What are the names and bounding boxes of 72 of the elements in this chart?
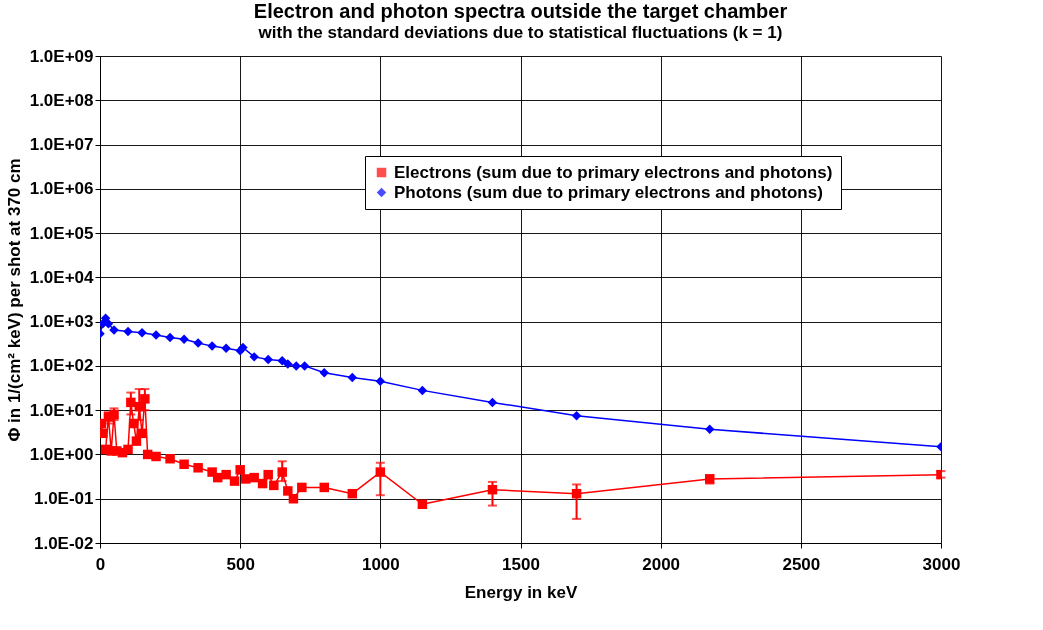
- x-tick-label: 2000: [642, 554, 681, 574]
- x-axis-title: Energy in keV: [464, 582, 578, 602]
- y-tick-label: 1.0E-01: [33, 489, 94, 509]
- point: [165, 454, 175, 464]
- point: [487, 397, 498, 408]
- point: [238, 342, 248, 353]
- point: [299, 361, 310, 371]
- chart-title: Electron and photon spectra outside the target chamber: [253, 0, 788, 22]
- point: [137, 428, 147, 439]
- point: [319, 368, 330, 378]
- y-tick-label: 1.0E+00: [29, 444, 94, 464]
- point: [123, 326, 133, 337]
- point: [417, 385, 428, 396]
- point: [347, 372, 358, 383]
- y-axis-title: Φ in 1/(cm² keV) per shot at 370 cm: [4, 158, 24, 442]
- point: [571, 410, 582, 421]
- point: [221, 343, 231, 354]
- y-tick-label: 1.0E+04: [29, 267, 95, 287]
- point: [291, 361, 301, 371]
- point: [283, 359, 293, 369]
- x-tick-label: 0: [95, 554, 106, 574]
- point: [126, 397, 136, 408]
- point: [140, 394, 150, 404]
- point: [347, 488, 358, 499]
- legend-label: Photons (sum due to primary electrons and photons): [394, 182, 823, 202]
- point: [263, 354, 273, 365]
- point: [249, 472, 259, 483]
- point: [100, 428, 108, 439]
- x-tick-label: 1000: [361, 554, 400, 574]
- y-tick-label: 1.0E+08: [29, 90, 94, 110]
- point: [417, 499, 428, 509]
- point: [288, 493, 299, 504]
- point: [375, 376, 386, 387]
- point: [269, 480, 279, 491]
- point: [193, 463, 203, 473]
- point: [487, 484, 498, 495]
- point: [235, 465, 245, 475]
- y-tick-label: 1.0E+07: [29, 135, 94, 155]
- y-tick-label: 1.0E+03: [29, 312, 94, 332]
- legend-label: Electrons (sum due to primary electrons and photons): [394, 162, 833, 182]
- point: [571, 488, 582, 499]
- point: [277, 467, 287, 477]
- chart-subtitle: with the standard deviations due to statistical fluctuations (k = 1): [257, 23, 783, 42]
- y-tick-label: 1.0E-02: [33, 533, 94, 553]
- point: [221, 469, 231, 480]
- point: [179, 334, 189, 344]
- y-tick-label: 1.0E+05: [29, 223, 94, 243]
- point: [151, 451, 161, 462]
- y-tick-label: 1.0E+09: [29, 46, 94, 66]
- point: [229, 476, 240, 486]
- x-tick-label: 3000: [922, 554, 961, 574]
- point: [297, 482, 307, 493]
- x-tick-label: 1500: [502, 554, 540, 574]
- point: [263, 469, 273, 480]
- point: [137, 328, 147, 338]
- y-tick-label: 1.0E+06: [29, 179, 94, 199]
- point: [704, 424, 715, 435]
- point: [165, 332, 175, 343]
- y-tick-label: 1.0E+02: [29, 356, 94, 376]
- point: [257, 478, 268, 489]
- x-tick-label: 500: [226, 554, 255, 574]
- point: [375, 467, 386, 477]
- point: [128, 418, 139, 429]
- point: [283, 486, 293, 496]
- point: [249, 352, 259, 362]
- point: [319, 482, 330, 493]
- point: [131, 436, 142, 446]
- x-tick-label: 2500: [782, 554, 821, 574]
- point: [179, 459, 189, 470]
- point: [277, 356, 287, 366]
- y-tick-label: 1.0E+01: [29, 400, 94, 420]
- point: [123, 444, 133, 455]
